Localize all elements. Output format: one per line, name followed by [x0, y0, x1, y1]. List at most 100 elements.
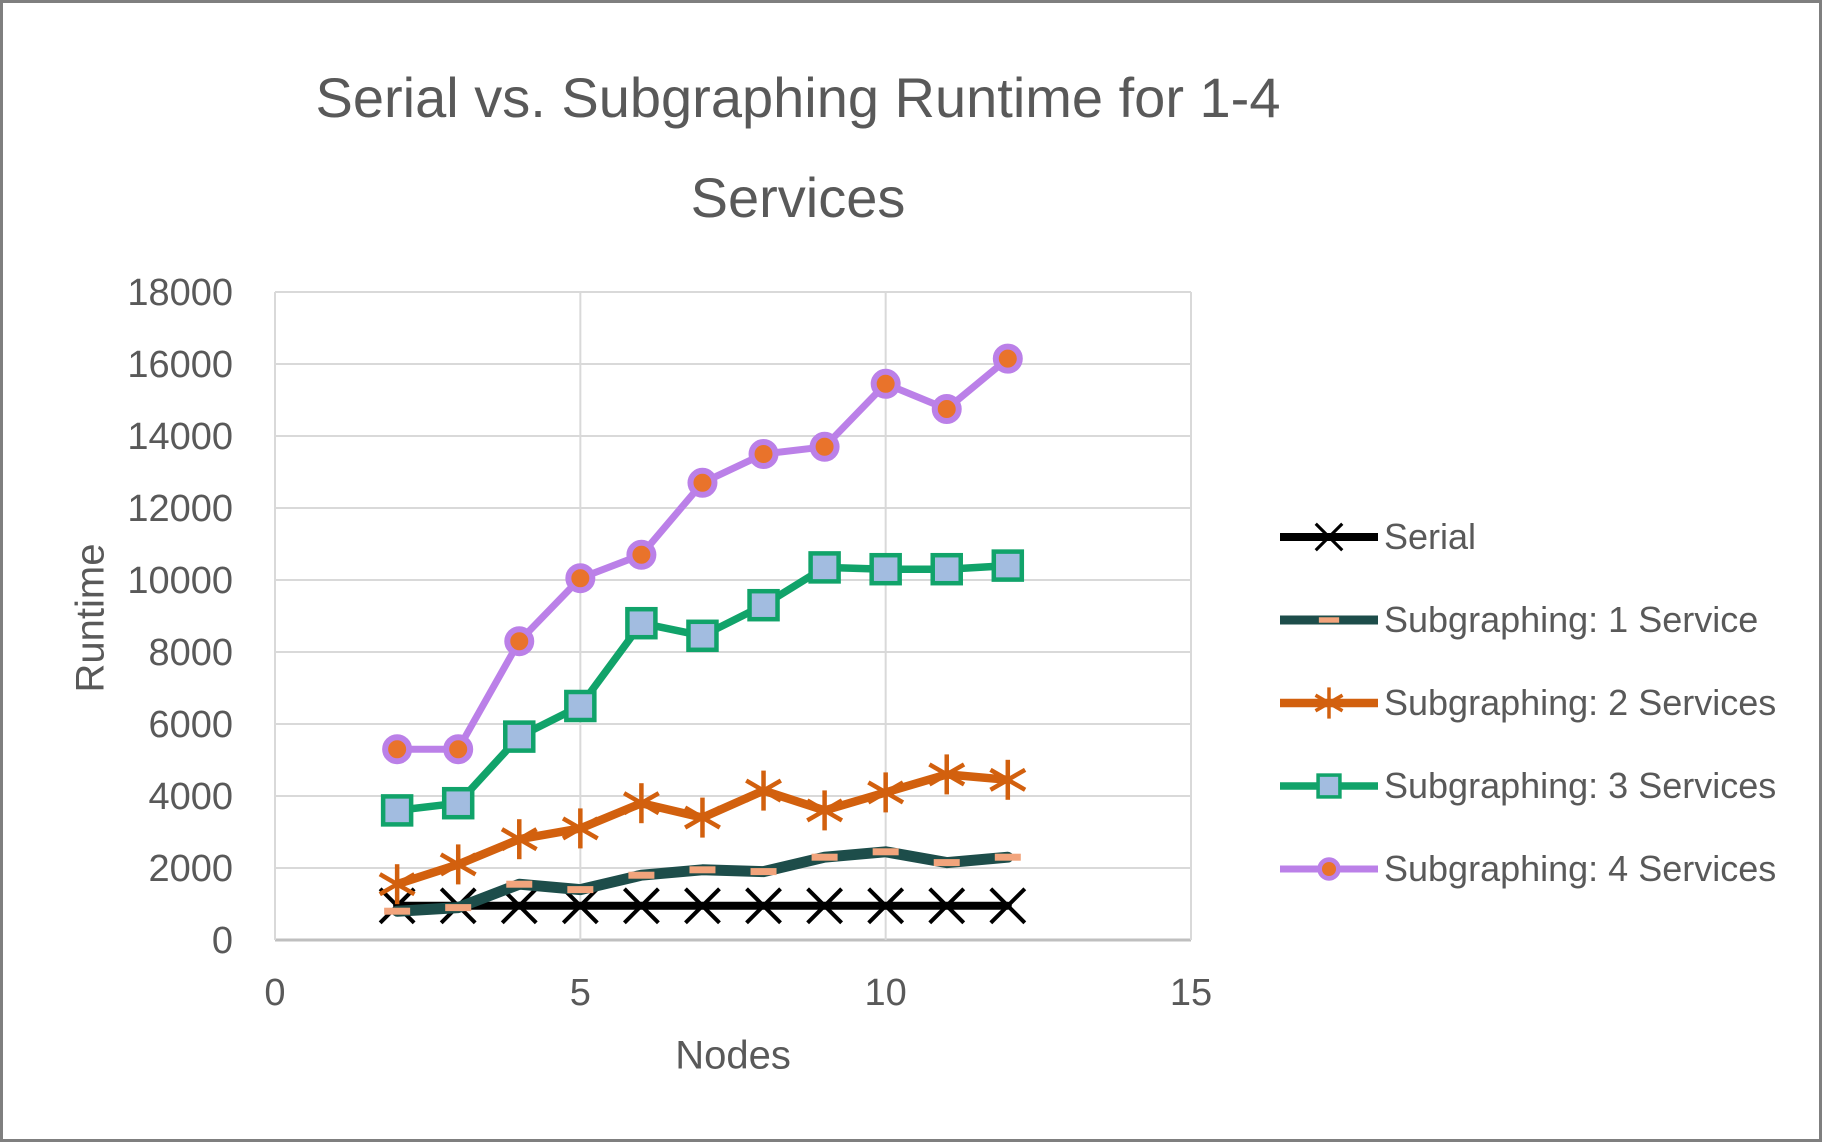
legend-swatch-icon — [1280, 615, 1378, 624]
asterisk-marker — [867, 772, 905, 813]
x-marker — [1314, 522, 1344, 551]
dash-marker — [384, 907, 411, 915]
circle-marker — [870, 368, 901, 399]
y-tick-label: 18000 — [127, 272, 233, 314]
plot-area: 0 2000 4000 6000 8000 10000 12000 14000 16000 180… — [127, 272, 1212, 1014]
asterisk-marker — [622, 783, 660, 824]
legend-label: Serial — [1384, 515, 1477, 557]
y-tick-label: 6000 — [148, 704, 233, 746]
asterisk-marker — [378, 864, 416, 905]
square-marker — [686, 619, 719, 653]
circle-marker — [626, 539, 657, 570]
square-marker — [1316, 772, 1342, 799]
legend-swatch-icon — [1280, 856, 1378, 881]
series-subgraphing-4-services — [382, 343, 1023, 765]
dash-marker — [933, 859, 960, 867]
circle-marker — [565, 563, 596, 594]
square-marker — [564, 689, 597, 723]
dash-marker — [445, 904, 472, 912]
dash-marker — [872, 848, 899, 856]
chart-title-line2: Services — [690, 166, 906, 229]
y-tick-label: 8000 — [148, 632, 233, 674]
square-marker — [503, 720, 536, 753]
series-serial — [378, 887, 1027, 925]
asterisk-marker — [989, 759, 1027, 800]
dash-marker — [994, 853, 1021, 861]
y-tick-label: 2000 — [148, 848, 233, 890]
chart-title: Serial vs. Subgraphing Runtime for 1-4 S… — [316, 48, 1281, 248]
x-marker — [684, 887, 721, 925]
circle-marker — [443, 734, 474, 765]
dash-marker — [1318, 616, 1340, 623]
asterisk-marker — [1314, 686, 1344, 719]
series-subgraphing-1-service — [384, 846, 1021, 917]
x-marker — [500, 887, 538, 925]
circle-marker — [504, 626, 535, 657]
legend-swatch-icon — [1280, 772, 1378, 799]
legend-label: Subgraphing: 2 Services — [1384, 681, 1777, 723]
x-marker — [745, 887, 782, 925]
asterisk-marker — [745, 770, 782, 811]
chart-title-line1: Serial vs. Subgraphing Runtime for 1-4 — [315, 66, 1281, 129]
circle-marker — [1317, 856, 1341, 881]
dash-marker — [628, 871, 655, 879]
legend-item-subgraphing-1-service: Subgraphing: 1 Service — [1280, 578, 1776, 661]
square-marker — [747, 588, 780, 622]
legend-swatch-icon — [1280, 686, 1378, 719]
y-tick-label: 12000 — [127, 488, 233, 530]
circle-marker — [992, 343, 1023, 374]
y-tick-label: 0 — [212, 920, 233, 962]
x-marker — [622, 887, 660, 925]
series-line-subgraphing-3-services — [393, 561, 1012, 815]
legend-swatch-icon — [1280, 522, 1378, 551]
x-axis-title: Nodes — [675, 1033, 791, 1078]
asterisk-marker — [684, 797, 721, 838]
circle-marker — [931, 394, 962, 424]
asterisk-marker — [806, 790, 844, 831]
dash-marker — [689, 866, 716, 874]
x-tick-label: 0 — [264, 972, 285, 1014]
asterisk-marker — [500, 819, 538, 860]
legend-label: Subgraphing: 4 Services — [1384, 847, 1777, 889]
circle-marker — [748, 439, 779, 469]
square-marker — [991, 549, 1025, 582]
square-marker — [869, 552, 902, 586]
x-tick-label: 15 — [1170, 972, 1212, 1014]
legend-item-subgraphing-2-services: Subgraphing: 2 Services — [1280, 661, 1776, 744]
x-tick-label: 5 — [570, 972, 591, 1014]
square-marker — [808, 551, 841, 584]
dash-marker — [811, 853, 838, 861]
x-tick-label: 10 — [865, 972, 907, 1014]
y-tick-label: 14000 — [127, 416, 233, 458]
circle-marker — [687, 467, 718, 498]
legend-label: Subgraphing: 3 Services — [1384, 764, 1777, 806]
x-marker — [867, 887, 905, 925]
x-marker — [806, 887, 844, 925]
circle-marker — [809, 431, 840, 462]
asterisk-marker — [928, 754, 966, 795]
series-line-subgraphing-4-services — [393, 355, 1012, 753]
y-tick-label: 16000 — [127, 344, 233, 386]
y-axis-title: Runtime — [68, 543, 113, 693]
square-marker — [625, 606, 658, 640]
dash-marker — [506, 880, 533, 888]
x-marker — [928, 887, 966, 925]
legend-item-serial: Serial — [1280, 495, 1776, 578]
x-marker — [989, 887, 1027, 925]
y-tick-label: 10000 — [127, 560, 233, 602]
legend-label: Subgraphing: 1 Service — [1384, 598, 1759, 640]
asterisk-marker — [439, 844, 477, 885]
legend-item-subgraphing-4-services: Subgraphing: 4 Services — [1280, 827, 1776, 910]
dash-marker — [567, 886, 594, 894]
asterisk-marker — [561, 808, 599, 849]
square-marker — [930, 552, 963, 586]
square-marker — [441, 786, 475, 820]
square-marker — [380, 794, 414, 827]
y-tick-label: 4000 — [148, 776, 233, 818]
legend: Serial Subgraphing: 1 Service Subgraphing:… — [1280, 495, 1776, 910]
x-marker — [561, 887, 599, 925]
dash-marker — [750, 868, 777, 876]
circle-marker — [382, 734, 413, 765]
series-subgraphing-3-services — [380, 549, 1025, 827]
